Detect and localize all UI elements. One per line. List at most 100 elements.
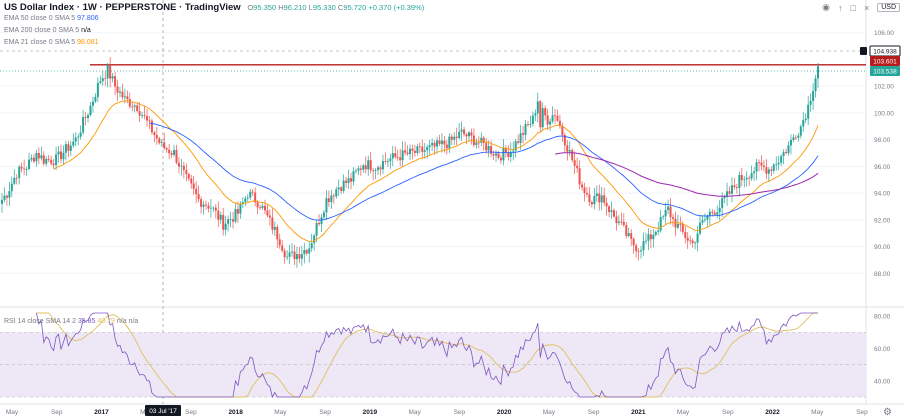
price-tick-3: 94.00	[874, 191, 891, 198]
candle-88	[217, 210, 220, 220]
candle-310	[762, 165, 765, 168]
legend-ema50[interactable]: EMA 50 close 0 SMA 5 97.806	[4, 15, 99, 22]
candle-212	[522, 133, 525, 135]
time-label-17: 2022	[765, 409, 780, 416]
candle-192	[472, 135, 475, 146]
candle-172	[423, 150, 426, 152]
time-label-11: 2020	[497, 409, 512, 416]
candle-327	[804, 118, 807, 121]
candle-29	[72, 141, 75, 146]
close-value: 95.720	[343, 3, 367, 12]
ema21-line	[53, 100, 819, 242]
candle-130	[320, 217, 323, 225]
candle-137	[337, 187, 340, 190]
candle-0	[1, 199, 3, 204]
candle-83	[205, 204, 207, 206]
candle-246	[605, 202, 608, 207]
candle-180	[443, 140, 446, 145]
candle-55	[136, 105, 139, 112]
candle-9	[23, 168, 26, 170]
candle-110	[271, 217, 274, 230]
candle-11	[28, 159, 31, 169]
candle-294	[723, 196, 726, 199]
candle-44	[109, 64, 112, 79]
high-value: 96.210	[283, 3, 307, 12]
price-tick-7: 102.00	[874, 84, 894, 91]
rsi-tick-0: 40.00	[874, 378, 891, 385]
candle-205	[504, 147, 507, 153]
candle-82	[202, 204, 205, 207]
candle-51	[126, 96, 129, 100]
candle-154	[379, 167, 382, 170]
candle-15	[37, 152, 40, 159]
candle-248	[610, 210, 613, 213]
candle-90	[222, 214, 225, 230]
candle-122	[300, 254, 303, 259]
square-icon[interactable]: □	[850, 2, 856, 13]
candle-30	[74, 137, 77, 142]
candle-134	[330, 195, 333, 203]
candle-7	[18, 166, 21, 179]
low-value: 95.330	[312, 3, 336, 12]
candle-60	[148, 120, 151, 122]
eye-icon[interactable]: ◉	[822, 2, 831, 12]
candle-292	[718, 207, 721, 213]
candle-227	[558, 120, 561, 127]
candle-301	[740, 175, 743, 180]
candle-144	[354, 170, 357, 172]
candle-178	[438, 140, 441, 144]
candle-314	[772, 164, 775, 171]
candle-23	[57, 151, 60, 155]
candle-113	[278, 239, 281, 246]
candle-211	[519, 133, 522, 143]
price-tick-1: 90.00	[874, 244, 891, 251]
candle-116	[286, 256, 289, 258]
candle-234	[576, 165, 579, 169]
candle-127	[313, 235, 316, 244]
candle-112	[276, 226, 279, 240]
candle-175	[431, 142, 434, 146]
candle-22	[55, 154, 58, 166]
legend-ema200[interactable]: EMA 200 close 0 SMA 5 n/a	[4, 27, 91, 34]
candle-280	[689, 240, 692, 242]
candle-118	[291, 251, 294, 253]
candle-12	[30, 157, 33, 160]
currency-selector[interactable]: USD	[877, 3, 900, 12]
candle-18	[45, 158, 48, 164]
candle-238	[585, 193, 588, 195]
up-arrow-icon[interactable]: ↑	[838, 2, 843, 13]
candle-28	[69, 145, 72, 151]
ohlc-readout: O95.350 H96.210 L95.330 C95.720 +0.370 (…	[247, 3, 424, 12]
price-tick-8: 106.00	[874, 30, 894, 37]
candle-228	[561, 126, 564, 135]
price-label-last-bg	[870, 66, 900, 76]
candle-244	[600, 195, 603, 203]
candle-45	[111, 76, 114, 79]
candle-221	[544, 108, 547, 116]
candle-213	[524, 124, 527, 135]
candle-194	[477, 142, 480, 144]
candle-52	[128, 99, 131, 107]
close-icon[interactable]: ×	[863, 2, 870, 13]
candle-195	[480, 137, 483, 143]
candle-185	[455, 136, 458, 138]
legend-ema21[interactable]: EMA 21 close 0 SMA 5 98.081	[4, 39, 99, 46]
legend-rsi[interactable]: RSI 14 close SMA 14 2 35.85 40.79 n/a n/…	[4, 318, 138, 325]
candle-318	[782, 152, 785, 157]
candle-57	[141, 115, 144, 117]
candle-191	[470, 132, 473, 136]
candle-92	[227, 219, 230, 224]
candle-210	[517, 141, 520, 143]
rsi-tick-1: 60.00	[874, 346, 891, 353]
candle-49	[121, 91, 124, 98]
candle-13	[32, 157, 35, 162]
gear-icon[interactable]: ⚙	[883, 407, 892, 418]
candle-121	[298, 254, 301, 259]
candle-36	[89, 105, 92, 115]
candle-184	[453, 136, 456, 140]
legend-rsi-extra: n/a n/a	[116, 318, 139, 325]
time-label-8: 2019	[363, 409, 378, 416]
candle-46	[114, 76, 117, 87]
candle-251	[617, 221, 620, 224]
